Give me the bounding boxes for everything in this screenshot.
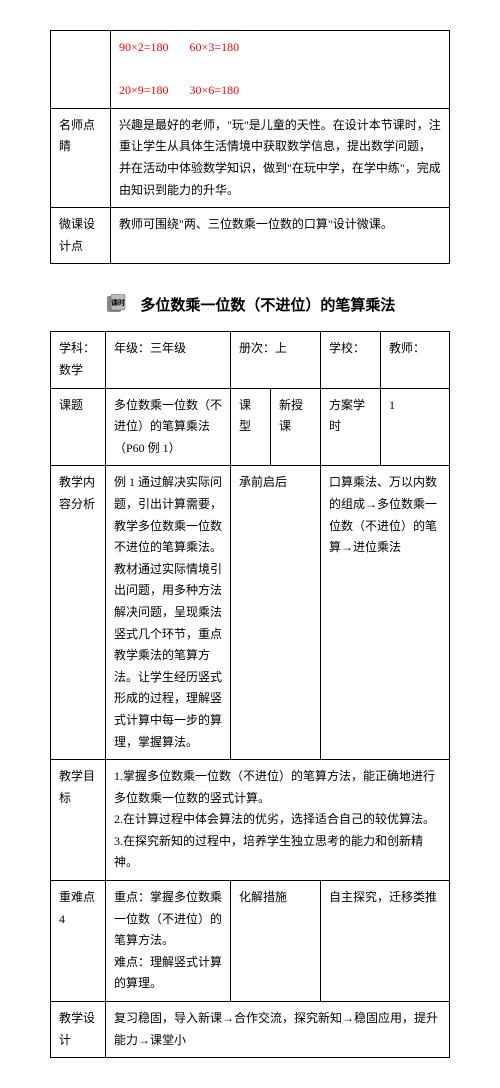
r4-key: 重点：掌握多位数乘一位数（不进位）的笔算方法。 难点：理解竖式计算的算理。: [106, 881, 231, 1002]
r4-measure-label: 化解措施: [231, 881, 321, 1002]
r3-goals: 1.掌握多位数乘一位数（不进位）的笔算方法，能正确地进行多位数乘一位数的竖式计算…: [106, 760, 450, 881]
calc-3: 20×9=180: [119, 83, 169, 97]
r2-analysis-label: 教学内容分析: [51, 466, 106, 760]
goal-3: 3.在探究新知的过程中，培养学生独立思考的能力和创新精神。: [114, 831, 441, 874]
r1-type: 新授课: [271, 388, 321, 466]
calc-2: 60×3=180: [190, 40, 240, 54]
r4-measure: 自主探究，迁移类推: [321, 881, 450, 1002]
goal-2: 2.在计算过程中体会算法的优劣，选择适合自己的较优算法。: [114, 809, 441, 831]
meta-grade: 年级：三年级: [106, 332, 231, 388]
svg-text:课时: 课时: [111, 298, 125, 307]
r3-goal-label: 教学目标: [51, 760, 106, 881]
r1-hours-label: 方案学时: [321, 388, 381, 466]
calc-4: 30×6=180: [190, 83, 240, 97]
r1-type-label: 课型: [231, 388, 271, 466]
r4-key-label: 重难点 4: [51, 881, 106, 1002]
r5-design: 复习稳固，导入新课→合作交流，探究新知→稳固应用，提升能力→课堂小: [106, 1002, 450, 1058]
calc-1: 90×2=180: [119, 40, 169, 54]
meta-subject: 学科：数学: [51, 332, 106, 388]
r2-context-label: 承前启后: [231, 466, 321, 760]
r5-design-label: 教学设计: [51, 1002, 106, 1058]
r2-context: 口算乘法、万以内数的组成→多位数乘一位数（不进位）的笔算→进位乘法: [321, 466, 450, 760]
section-title: 课时 多位数乘一位数（不进位）的笔算乘法: [50, 294, 450, 319]
top-table: 90×2=180 60×3=180 20×9=180 30×6=180 名师点睛…: [50, 30, 450, 264]
lesson-icon: 课时: [105, 294, 133, 319]
r2-analysis: 例 1 通过解决实际问题，引出计算需要，教学多位数乘一位数不进位的笔算乘法。教材…: [106, 466, 231, 760]
r1-topic: 多位数乘一位数（不进位）的笔算乘法（P60 例 1）: [106, 388, 231, 466]
micro-lesson-label: 微课设计点: [51, 208, 111, 264]
teacher-comment-label: 名师点睛: [51, 108, 111, 207]
goal-1: 1.掌握多位数乘一位数（不进位）的笔算方法，能正确地进行多位数乘一位数的竖式计算…: [114, 766, 441, 809]
teacher-comment-text: 兴趣是最好的老师，"玩"是儿童的天性。在设计本节课时，注重让学生从具体生活情境中…: [111, 108, 450, 207]
cell-calc: 90×2=180 60×3=180 20×9=180 30×6=180: [111, 31, 450, 109]
meta-school: 学校：: [321, 332, 381, 388]
lesson-plan-table: 学科：数学 年级：三年级 册次：上 学校： 教师： 课题 多位数乘一位数（不进位…: [50, 331, 450, 1058]
r1-hours: 1: [381, 388, 450, 466]
r1-topic-label: 课题: [51, 388, 106, 466]
meta-volume: 册次：上: [231, 332, 321, 388]
meta-teacher: 教师：: [381, 332, 450, 388]
micro-lesson-text: 教师可围绕"两、三位数乘一位数的口算"设计微课。: [111, 208, 450, 264]
cell-empty: [51, 31, 111, 109]
section-title-text: 多位数乘一位数（不进位）的笔算乘法: [140, 298, 395, 314]
